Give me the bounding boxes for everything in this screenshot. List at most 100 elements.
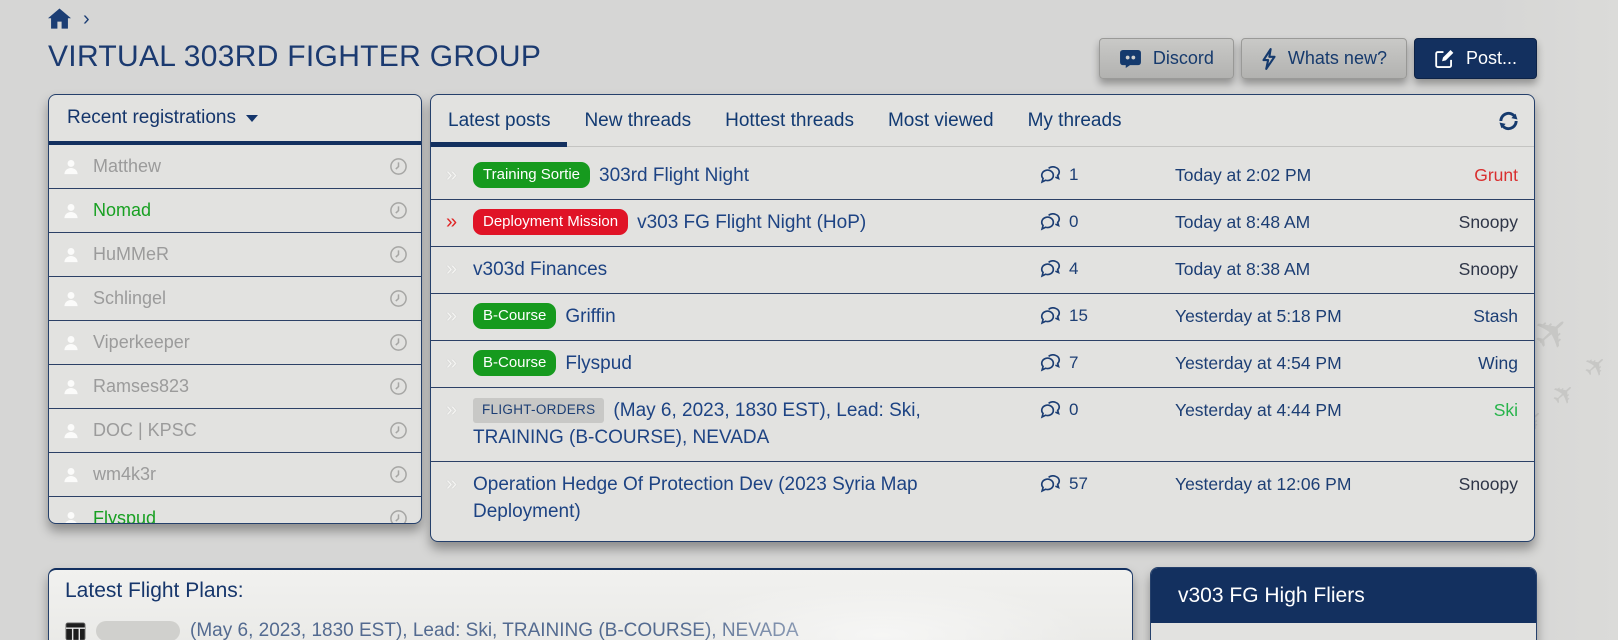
thread-last-poster[interactable]: Snoopy (1458, 212, 1518, 232)
thread-row[interactable]: » Deployment Mission v303 FG Flight Night… (431, 200, 1534, 247)
thread-title-cell: B-Course Flyspud (473, 350, 973, 377)
thread-last-poster[interactable]: Snoopy (1458, 259, 1518, 279)
thread-replies-cell: 0 (1040, 209, 1175, 235)
thread-chevron-icon: » (446, 211, 458, 233)
refresh-icon[interactable] (1497, 109, 1520, 132)
discord-button[interactable]: Discord (1098, 38, 1234, 79)
thread-title-link[interactable]: (May 6, 2023, 1830 EST), Lead: Ski, TRAI… (473, 400, 921, 448)
thread-timestamp[interactable]: Yesterday at 5:18 PM (1175, 306, 1342, 326)
thread-tab[interactable]: My threads (1011, 95, 1139, 146)
user-icon (62, 422, 80, 440)
username-link[interactable]: DOC | KPSC (93, 420, 197, 440)
thread-prefix-badge[interactable]: Deployment Mission (473, 209, 629, 235)
thread-title-cell: Training Sortie 303rd Flight Night (473, 162, 973, 189)
thread-row[interactable]: » v303d Finances 4 Today at 8:38 AM Snoo… (431, 247, 1534, 294)
thread-reply-count: 0 (1069, 400, 1079, 419)
username-link[interactable]: Nomad (93, 200, 152, 220)
thread-chevron-icon: » (446, 399, 458, 421)
thread-last-poster[interactable]: Ski (1493, 400, 1518, 420)
chevron-down-icon (245, 114, 258, 122)
thread-replies-cell: 4 (1040, 256, 1175, 282)
thread-row[interactable]: » FLIGHT-ORDERS (May 6, 2023, 1830 EST), … (431, 388, 1534, 462)
flight-plan-entry-text[interactable]: (May 6, 2023, 1830 EST), Lead: Ski, TRAI… (190, 620, 799, 640)
thread-chevron-icon: » (446, 258, 458, 280)
post-button[interactable]: Post... (1413, 38, 1537, 79)
thread-title-link[interactable]: Flyspud (565, 353, 632, 374)
thread-timestamp[interactable]: Today at 8:48 AM (1175, 212, 1311, 232)
username-link[interactable]: Flyspud (93, 508, 157, 524)
thread-tab[interactable]: New threads (567, 95, 708, 146)
thread-row[interactable]: » Training Sortie 303rd Flight Night 1 To… (431, 147, 1534, 200)
thread-tab[interactable]: Latest posts (431, 95, 568, 147)
thread-row[interactable]: » B-Course Flyspud 7 Yesterday at 4:54 PM… (431, 341, 1534, 388)
thread-reply-count: 7 (1069, 353, 1079, 372)
thread-tab-label: Latest posts (448, 109, 551, 131)
comments-icon (1040, 354, 1061, 372)
flight-plan-grid-icon (65, 621, 86, 640)
thread-timestamp[interactable]: Yesterday at 12:06 PM (1175, 474, 1352, 494)
thread-prefix-badge[interactable]: FLIGHT-ORDERS (473, 398, 605, 423)
comments-icon (1040, 260, 1061, 278)
thread-row[interactable]: » Operation Hedge Of Protection Dev (202… (431, 462, 1534, 541)
thread-tab-label: My threads (1027, 109, 1122, 131)
recent-registrations-title: Recent registrations (67, 107, 236, 128)
post-button-label: Post... (1465, 48, 1517, 68)
latest-posts-panel: Latest posts New threads Hottest threads… (430, 94, 1535, 542)
user-icon (62, 202, 80, 220)
clock-icon (389, 157, 408, 176)
username-link[interactable]: wm4k3r (93, 464, 157, 484)
clock-icon (389, 465, 408, 484)
recent-registration-row[interactable]: Ramses823 (49, 365, 421, 409)
clock-icon (389, 333, 408, 352)
comments-icon (1040, 213, 1061, 231)
flight-plan-entry[interactable]: (May 6, 2023, 1830 EST), Lead: Ski, TRAI… (65, 620, 1132, 640)
thread-tab-label: Hottest threads (725, 109, 854, 131)
thread-prefix-badge[interactable]: Training Sortie (473, 162, 590, 188)
thread-prefix-badge[interactable]: B-Course (473, 303, 557, 329)
recent-registration-row[interactable]: HuMMeR (49, 233, 421, 277)
recent-registrations-header[interactable]: Recent registrations (49, 95, 421, 145)
username-link[interactable]: Schlingel (93, 288, 167, 308)
username-link[interactable]: Ramses823 (93, 376, 190, 396)
thread-title-link[interactable]: Operation Hedge Of Protection Dev (2023 … (473, 474, 918, 522)
thread-tab[interactable]: Most viewed (871, 95, 1011, 146)
whats-new-button[interactable]: Whats new? (1240, 38, 1407, 79)
recent-registration-row[interactable]: Nomad (49, 189, 421, 233)
recent-registration-row[interactable]: Schlingel (49, 277, 421, 321)
recent-registration-row[interactable]: Flyspud (49, 497, 421, 524)
thread-title-link[interactable]: Griffin (565, 306, 616, 327)
edit-icon (1434, 48, 1455, 69)
thread-title-link[interactable]: v303d Finances (473, 259, 608, 280)
breadcrumb-separator: › (83, 7, 90, 30)
thread-reply-count: 4 (1069, 259, 1079, 278)
thread-replies-cell: 15 (1040, 303, 1175, 329)
thread-title-link[interactable]: v303 FG Flight Night (HoP) (637, 212, 867, 233)
comments-icon (1040, 307, 1061, 325)
high-fliers-header: v303 FG High Fliers (1151, 568, 1536, 623)
thread-last-poster[interactable]: Snoopy (1458, 474, 1518, 494)
thread-title-cell: B-Course Griffin (473, 303, 973, 330)
home-icon[interactable] (48, 8, 71, 29)
username-link[interactable]: Matthew (93, 156, 162, 176)
high-fliers-panel: v303 FG High Fliers (1150, 567, 1537, 640)
user-icon (62, 158, 80, 176)
thread-timestamp[interactable]: Yesterday at 4:54 PM (1175, 353, 1342, 373)
thread-last-poster[interactable]: Wing (1478, 353, 1518, 373)
recent-registration-row[interactable]: Matthew (49, 145, 421, 189)
thread-prefix-badge[interactable]: B-Course (473, 350, 557, 376)
username-link[interactable]: HuMMeR (93, 244, 170, 264)
thread-row[interactable]: » B-Course Griffin 15 Yesterday at 5:18 P… (431, 294, 1534, 341)
thread-timestamp[interactable]: Yesterday at 4:44 PM (1175, 400, 1342, 420)
recent-registration-row[interactable]: DOC | KPSC (49, 409, 421, 453)
recent-registration-row[interactable]: Viperkeeper (49, 321, 421, 365)
thread-title-link[interactable]: 303rd Flight Night (599, 165, 749, 186)
thread-timestamp[interactable]: Today at 2:02 PM (1175, 165, 1312, 185)
thread-chevron-icon: » (446, 473, 458, 495)
thread-timestamp[interactable]: Today at 8:38 AM (1175, 259, 1311, 279)
user-icon (62, 334, 80, 352)
thread-last-poster[interactable]: Stash (1473, 306, 1518, 326)
thread-tab[interactable]: Hottest threads (708, 95, 871, 146)
thread-last-poster[interactable]: Grunt (1474, 165, 1518, 185)
username-link[interactable]: Viperkeeper (93, 332, 190, 352)
recent-registration-row[interactable]: wm4k3r (49, 453, 421, 497)
